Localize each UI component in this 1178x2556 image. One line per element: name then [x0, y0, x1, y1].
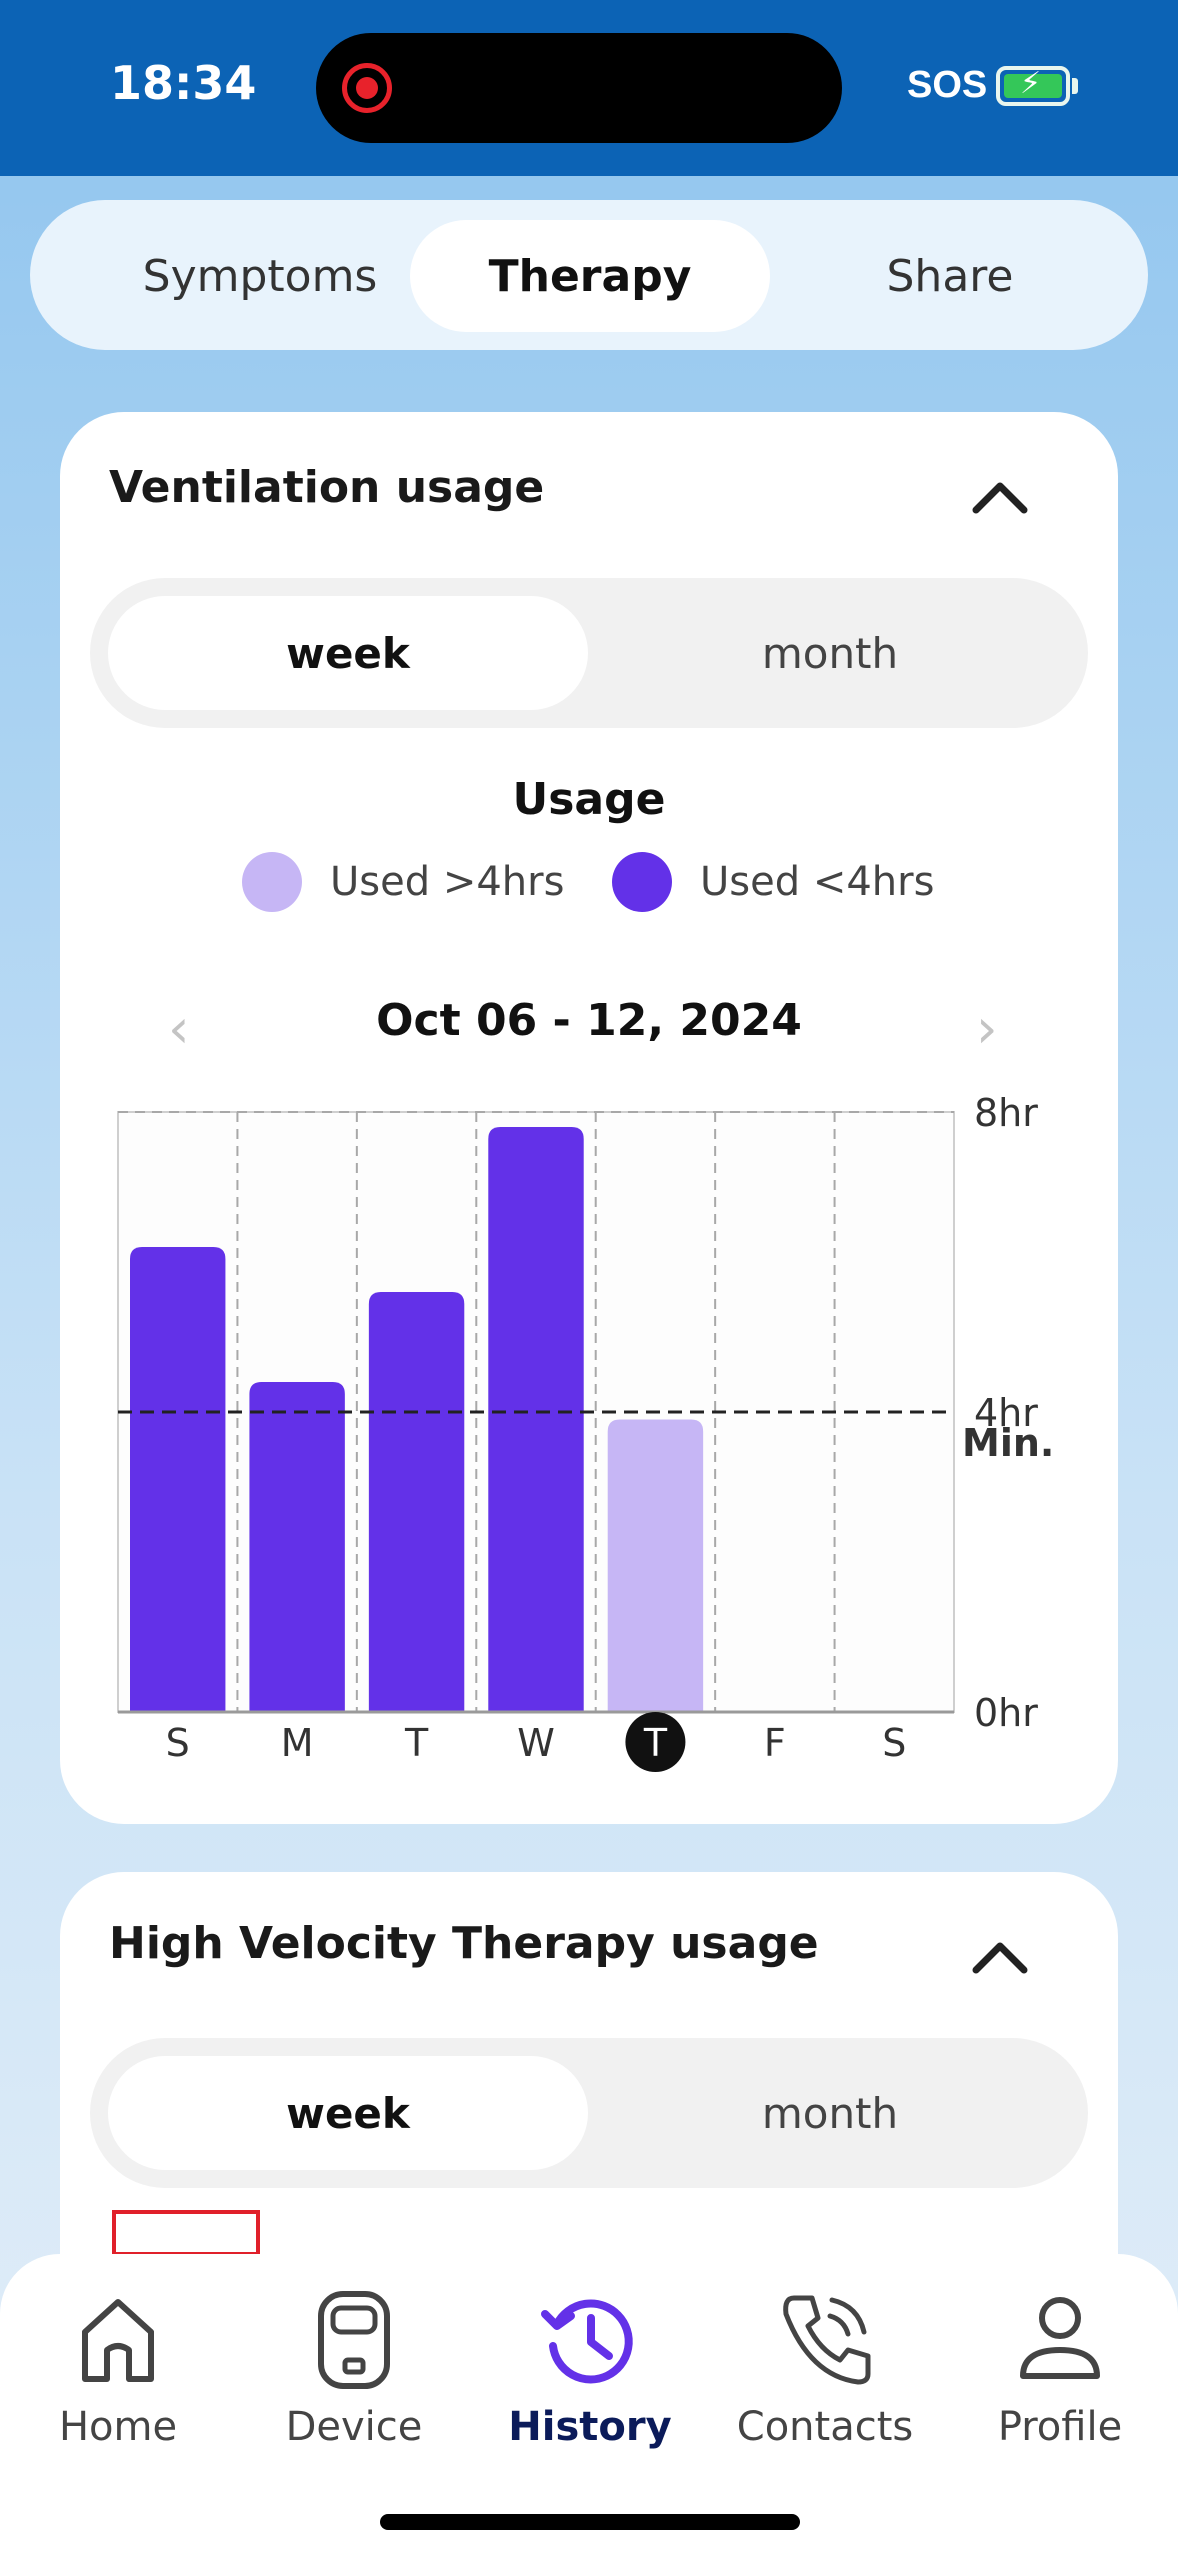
bottom-navigation: Home Device History Contacts Profile	[0, 2254, 1178, 2556]
x-tick-label: S	[166, 1721, 190, 1765]
x-tick-label: S	[882, 1721, 906, 1765]
nav-history[interactable]: History	[490, 2284, 690, 2450]
high-velocity-range-toggle: week month	[90, 2038, 1088, 2188]
battery-charging-icon: ⚡	[996, 66, 1070, 106]
sos-indicator: SOS	[907, 64, 987, 107]
status-time: 18:34	[110, 56, 256, 110]
home-icon	[63, 2284, 173, 2394]
home-indicator	[380, 2514, 800, 2530]
chevron-up-icon[interactable]	[970, 1936, 1030, 1976]
highlight-box	[112, 2210, 260, 2256]
phone-icon	[770, 2284, 880, 2394]
person-icon	[1005, 2284, 1115, 2394]
tab-symptoms[interactable]: Symptoms	[80, 220, 440, 332]
nav-label: History	[490, 2404, 690, 2450]
nav-profile[interactable]: Profile	[960, 2284, 1160, 2450]
screen-recording-icon	[342, 63, 392, 113]
y-tick-label: 0hr	[974, 1691, 1038, 1735]
x-tick-label: T	[404, 1721, 429, 1765]
nav-home[interactable]: Home	[18, 2284, 218, 2450]
x-tick-label: T	[643, 1721, 668, 1765]
usage-bar	[488, 1127, 583, 1712]
device-icon	[299, 2284, 409, 2394]
nav-label: Home	[18, 2404, 218, 2450]
nav-label: Profile	[960, 2404, 1160, 2450]
tab-share[interactable]: Share	[770, 220, 1130, 332]
tab-therapy[interactable]: Therapy	[410, 220, 770, 332]
high-velocity-card-title: High Velocity Therapy usage	[109, 1918, 819, 1969]
x-tick-label: M	[281, 1721, 314, 1765]
usage-bar	[249, 1382, 344, 1712]
range-week-button[interactable]: week	[108, 2056, 588, 2170]
nav-contacts[interactable]: Contacts	[725, 2284, 925, 2450]
x-tick-label: W	[517, 1721, 555, 1765]
status-bar: 18:34 SOS ⚡	[0, 0, 1178, 176]
usage-bar	[608, 1420, 703, 1713]
usage-bar	[130, 1247, 225, 1712]
dynamic-island	[316, 33, 842, 143]
y-tick-label: 8hr	[974, 1091, 1038, 1135]
nav-device[interactable]: Device	[254, 2284, 454, 2450]
top-tab-bar: Symptoms Therapy Share	[30, 200, 1148, 350]
usage-bar	[369, 1292, 464, 1712]
ventilation-usage-card: Ventilation usage week month Usage Used …	[60, 412, 1118, 1824]
history-icon	[535, 2284, 645, 2394]
nav-label: Device	[254, 2404, 454, 2450]
nav-label: Contacts	[725, 2404, 925, 2450]
reference-line-label: Min.	[962, 1421, 1054, 1465]
x-tick-label: F	[764, 1721, 786, 1765]
range-month-button[interactable]: month	[590, 2056, 1070, 2170]
